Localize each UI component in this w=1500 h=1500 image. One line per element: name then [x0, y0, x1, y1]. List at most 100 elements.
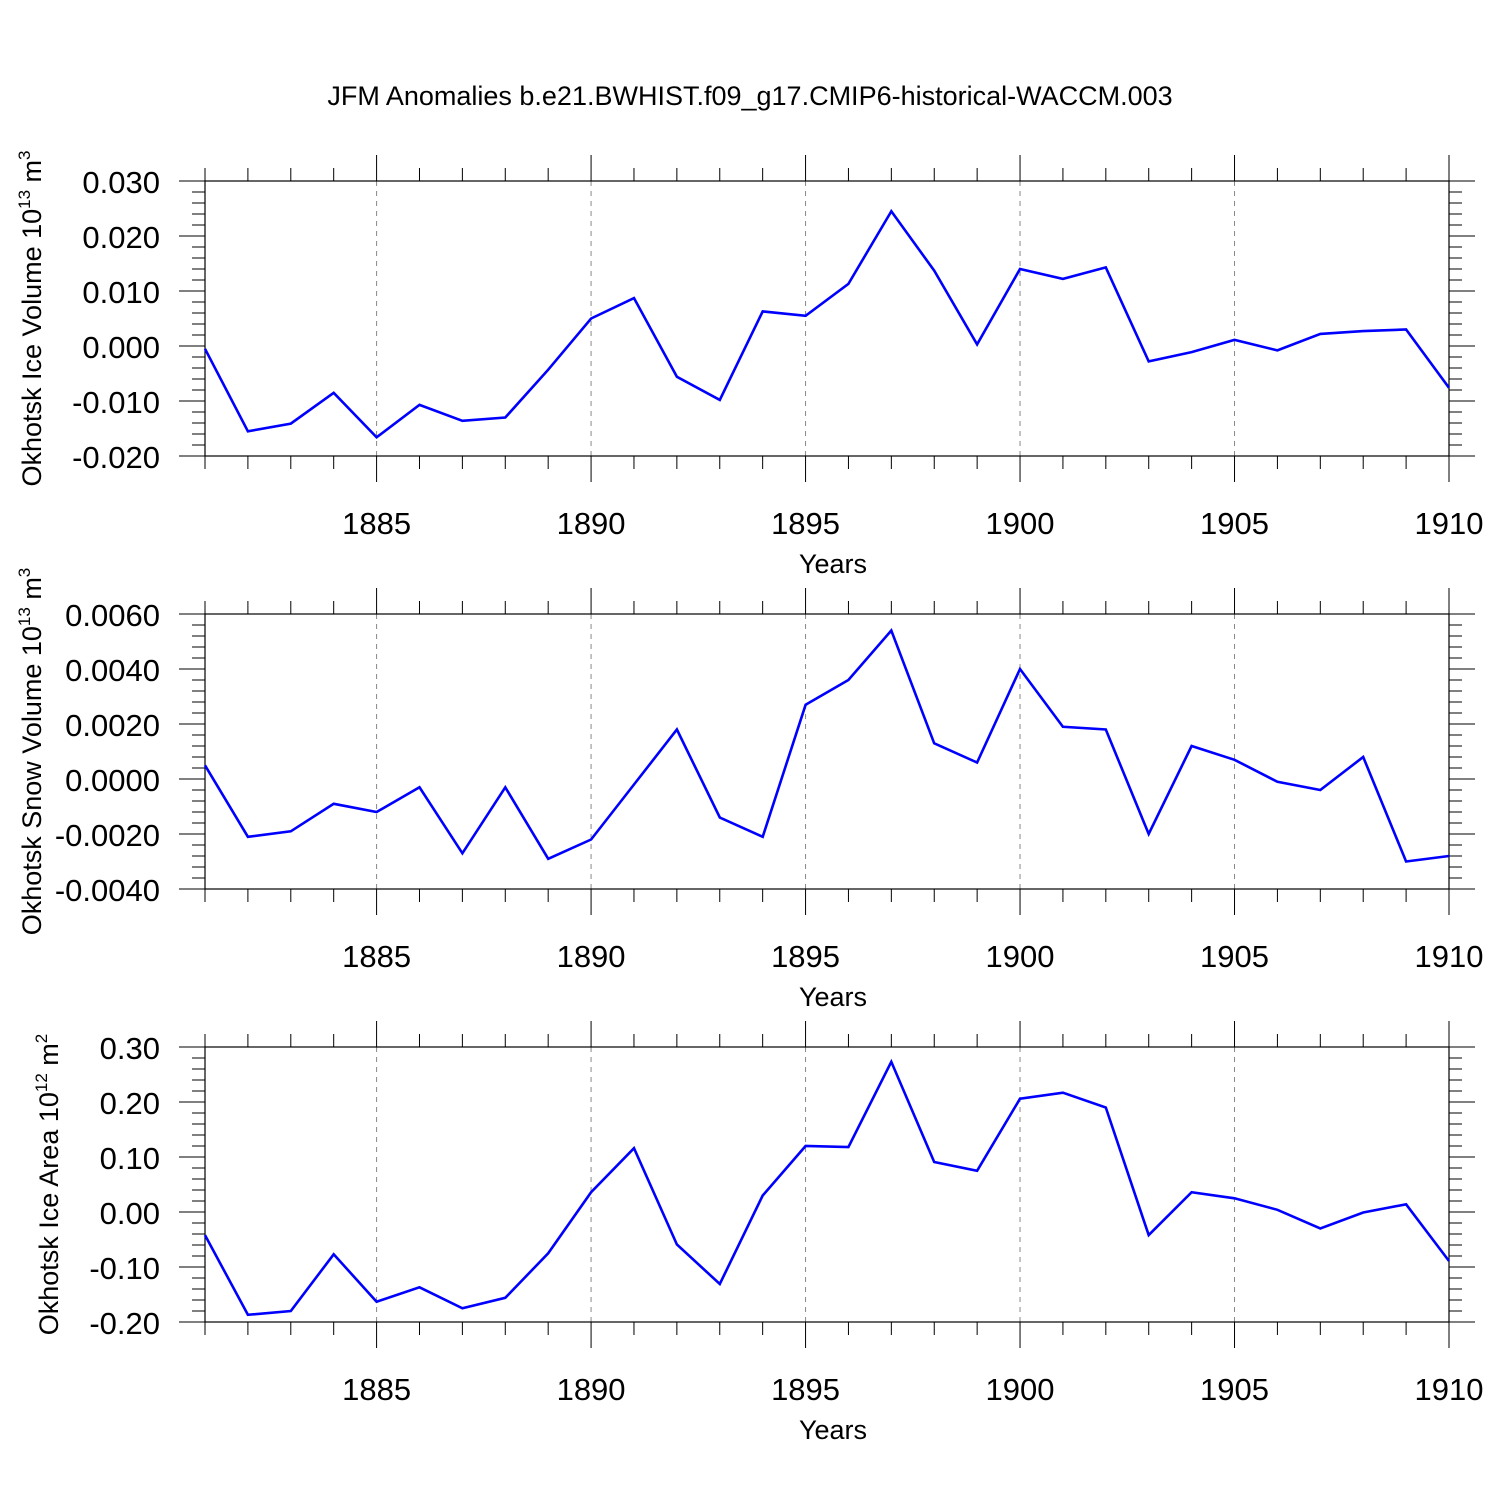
data-point: [889, 629, 893, 633]
series-line: [203, 628, 1450, 863]
data-point: [375, 435, 379, 439]
data-point: [589, 838, 593, 842]
series-line: [203, 1058, 1451, 1317]
data-point: [1018, 267, 1022, 271]
y-tick-label: 0.0040: [65, 653, 160, 688]
data-point: [289, 1309, 293, 1313]
data-point: [1361, 755, 1365, 759]
data-point: [632, 783, 636, 787]
chart-title: JFM Anomalies b.e21.BWHIST.f09_g17.CMIP6…: [327, 81, 1172, 111]
data-point: [1018, 1097, 1022, 1101]
x-tick-label: 1890: [557, 939, 626, 974]
data-point: [546, 368, 550, 372]
data-point: [632, 296, 636, 300]
data-point: [1147, 1233, 1151, 1237]
data-point: [1104, 728, 1108, 732]
y-tick-label: -0.0040: [55, 873, 160, 908]
x-tick-label: 1895: [771, 1372, 840, 1407]
data-point: [546, 1251, 550, 1255]
data-point: [1061, 725, 1065, 729]
y-tick-label: -0.10: [89, 1251, 160, 1286]
data-point: [289, 422, 293, 426]
plot-frame: [204, 180, 1450, 457]
data-point: [932, 269, 936, 273]
data-point: [503, 1296, 507, 1300]
data-point: [1447, 386, 1451, 390]
data-point: [1018, 667, 1022, 671]
x-tick-label: 1890: [557, 506, 626, 541]
y-tick-label: 0.0060: [65, 598, 160, 633]
x-tick-label: 1905: [1200, 1372, 1269, 1407]
data-point: [203, 763, 207, 767]
data-point: [718, 398, 722, 402]
data-point: [846, 1145, 850, 1149]
data-point: [804, 314, 808, 318]
y-tick-label: 0.20: [100, 1086, 160, 1121]
panel-2: -0.0040 -0.0020 0.0000 0.0020 0.0040 0.0060 18…: [15, 568, 1483, 1012]
data-point: [1233, 338, 1237, 342]
y-tick-label: 0.010: [82, 275, 160, 310]
data-point: [975, 342, 979, 346]
data-point: [889, 209, 893, 213]
plot-frame: [204, 613, 1450, 890]
y-tick-label: -0.20: [89, 1306, 160, 1341]
data-point: [332, 391, 336, 395]
data-point: [889, 1060, 893, 1064]
y-tick-label: 0.000: [82, 330, 160, 365]
data-point: [1233, 758, 1237, 762]
y-axis-label: Okhotsk Ice Area 1012 m2: [32, 1034, 64, 1336]
data-point: [289, 829, 293, 833]
data-point: [1447, 1259, 1451, 1263]
data-point: [1275, 1208, 1279, 1212]
data-point: [675, 375, 679, 379]
data-point: [718, 816, 722, 820]
data-point: [589, 1190, 593, 1194]
x-tick-label: 1905: [1200, 939, 1269, 974]
data-point: [203, 347, 207, 351]
data-point: [1447, 854, 1451, 858]
data-point: [246, 835, 250, 839]
series-line: [203, 208, 1451, 440]
data-point: [1190, 744, 1194, 748]
y-tick-label: 0.020: [82, 220, 160, 255]
data-point: [460, 419, 464, 423]
y-axis-label: Okhotsk Snow Volume 1013 m3: [15, 568, 47, 936]
y-tick-label: -0.0020: [55, 818, 160, 853]
data-point: [846, 678, 850, 682]
y-tick-label: 0.00: [100, 1196, 160, 1231]
data-point: [675, 728, 679, 732]
data-point: [761, 835, 765, 839]
x-tick-label: 1905: [1200, 506, 1269, 541]
data-point: [1104, 1106, 1108, 1110]
y-tick-label: -0.010: [72, 385, 160, 420]
x-tick-label: 1900: [986, 939, 1055, 974]
x-tick-label: 1910: [1415, 939, 1484, 974]
x-tick-label: 1890: [557, 1372, 626, 1407]
data-point: [332, 1252, 336, 1256]
y-tick-label: 0.030: [82, 165, 160, 200]
data-point: [332, 802, 336, 806]
x-tick-label: 1895: [771, 506, 840, 541]
data-point: [1361, 329, 1365, 333]
data-point: [1104, 265, 1108, 269]
x-axis-label: Years: [799, 549, 867, 579]
y-tick-label: 0.10: [100, 1141, 160, 1176]
data-point: [246, 429, 250, 433]
data-point: [718, 1282, 722, 1286]
panel-3: -0.20 -0.10 0.00 0.10 0.20 0.30 1885 1890 1895 19…: [32, 1021, 1483, 1445]
data-point: [589, 317, 593, 321]
data-point: [460, 851, 464, 855]
data-point: [203, 1233, 207, 1237]
x-axis-label: Years: [799, 1415, 867, 1445]
data-point: [1404, 328, 1408, 332]
data-point: [503, 416, 507, 420]
data-point: [761, 309, 765, 313]
y-tick-label: 0.0000: [65, 763, 160, 798]
data-point: [1147, 832, 1151, 836]
data-point: [1318, 788, 1322, 792]
data-point: [932, 1160, 936, 1164]
data-point: [1061, 1091, 1065, 1095]
data-point: [1318, 1227, 1322, 1231]
x-tick-label: 1885: [342, 1372, 411, 1407]
